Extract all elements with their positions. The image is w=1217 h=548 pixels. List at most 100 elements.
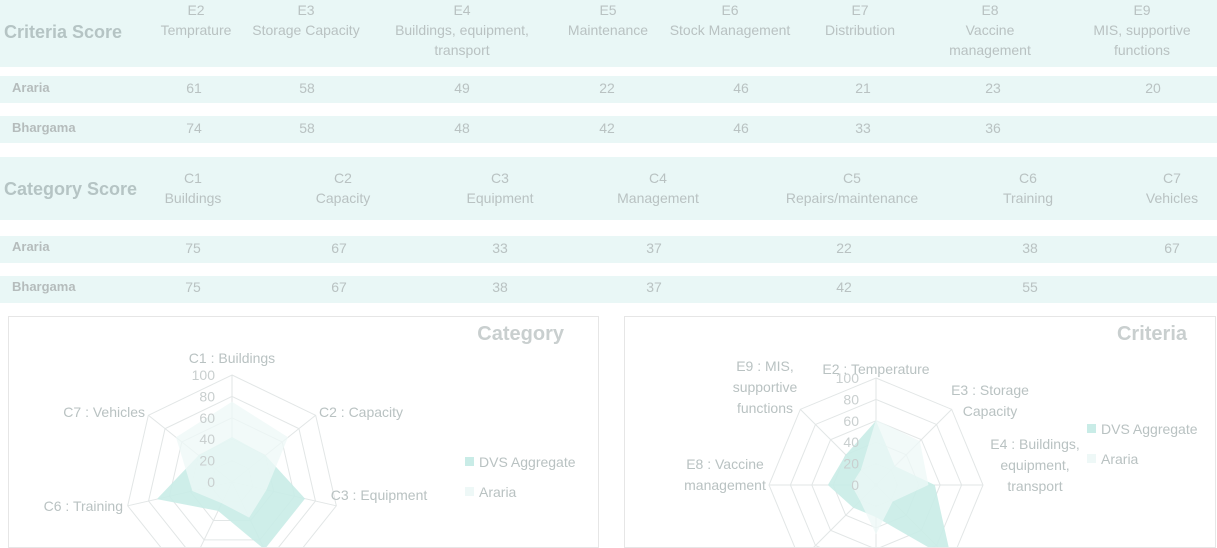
col-name: Training <box>1002 190 1054 206</box>
category-col-c1: C1 Buildings <box>153 168 233 208</box>
col-code: E5 <box>599 2 617 18</box>
category-col-c5: C5 Repairs/maintenance <box>772 168 932 208</box>
legend-swatch-dvs-aggregate <box>465 457 474 466</box>
legend-label-araria: Araria <box>479 484 517 500</box>
radar-grid-ring <box>148 395 316 547</box>
criteria-col-e6: E6 Stock Management <box>660 0 800 40</box>
radar-axis-label: C6 : Training <box>44 498 123 514</box>
criteria-col-e2: E2 Temprature <box>150 0 242 40</box>
legend-swatch-araria <box>465 487 474 496</box>
col-name: Buildings, equipment, transport <box>395 22 529 58</box>
table-cell: 61 <box>186 80 202 96</box>
col-code: E9 <box>1133 2 1151 18</box>
category-row-band-bhargama <box>0 276 1217 303</box>
table-cell: 46 <box>733 120 749 136</box>
legend-swatch-dvs-aggregate <box>1087 424 1096 433</box>
col-code: C2 <box>334 170 352 186</box>
radar-tick-label: 40 <box>199 431 215 447</box>
radar-tick-label: 60 <box>843 413 859 429</box>
col-code: C4 <box>649 170 667 186</box>
col-name: Stock Management <box>669 22 791 38</box>
col-name: Buildings <box>164 190 222 206</box>
table-cell: 58 <box>299 120 315 136</box>
radar-axis-label: C2 : Capacity <box>319 404 403 420</box>
criteria-col-e9: E9 MIS, supportive functions <box>1080 0 1204 60</box>
col-name: Distribution <box>824 22 896 38</box>
col-name: Storage Capacity <box>252 22 360 38</box>
criteria-row-band-bhargama <box>0 116 1217 143</box>
col-code: E3 <box>297 2 315 18</box>
criteria-header-band <box>0 0 1217 67</box>
col-code: E2 <box>187 2 205 18</box>
radar-series-araria <box>851 419 929 535</box>
radar-axis-label: C1 : Buildings <box>189 350 275 366</box>
table-cell: 67 <box>331 279 347 295</box>
criteria-score-title: Criteria Score <box>4 22 123 42</box>
radar-grid-ring <box>768 377 984 547</box>
radar-axis-label: E2 : Temperature <box>822 361 929 377</box>
criteria-col-e4: E4 Buildings, equipment, transport <box>380 0 544 60</box>
category-row-band-araria <box>0 236 1217 263</box>
category-row-label-araria: Araria <box>12 239 50 254</box>
col-name: Equipment <box>466 190 534 206</box>
radar-series-araria <box>175 401 289 518</box>
category-col-c4: C4 Management <box>603 168 713 208</box>
radar-tick-label: 60 <box>199 410 215 426</box>
table-cell: 33 <box>492 240 508 256</box>
radar-tick-label: 20 <box>843 456 859 472</box>
legend-label-dvs-aggregate: DVS Aggregate <box>1101 421 1198 437</box>
col-name: Management <box>617 190 699 206</box>
table-cell: 74 <box>186 120 202 136</box>
table-cell: 42 <box>599 120 615 136</box>
col-code: E7 <box>851 2 869 18</box>
col-name: Repairs/maintenance <box>785 190 919 206</box>
criteria-chart-title: Criteria <box>1116 323 1187 345</box>
radar-tick-label: 0 <box>207 474 215 490</box>
col-code: E6 <box>721 2 739 18</box>
col-code: E8 <box>981 2 999 18</box>
table-cell: 55 <box>1022 279 1038 295</box>
col-name: Maintenance <box>567 22 649 38</box>
category-chart-title: Category <box>477 323 564 345</box>
criteria-col-e7: E7 Distribution <box>810 0 910 40</box>
category-chart-panel: Category 0 20 40 60 80 100 C1 : Buildings C2 : … <box>8 316 599 548</box>
radar-tick-label: 40 <box>843 434 859 450</box>
col-code: C3 <box>491 170 509 186</box>
category-col-c7: C7 Vehicles <box>1132 168 1212 208</box>
radar-axis-label: E9 : MIS, supportive functions <box>733 358 798 416</box>
category-header-band <box>0 157 1217 220</box>
radar-axis-label: E4 : Buildings, equipment, transport <box>990 436 1080 494</box>
table-cell: 46 <box>733 80 749 96</box>
table-cell: 48 <box>454 120 470 136</box>
table-cell: 67 <box>331 240 347 256</box>
table-cell: 42 <box>836 279 852 295</box>
criteria-row-label-bhargama: Bhargama <box>12 120 76 135</box>
category-col-c2: C2 Capacity <box>298 168 388 208</box>
category-row-label-bhargama: Bhargama <box>12 279 76 294</box>
table-cell: 75 <box>185 240 201 256</box>
col-code: C7 <box>1163 170 1181 186</box>
radar-grid-ring <box>127 374 337 547</box>
radar-tick-label: 20 <box>199 453 215 469</box>
table-cell: 37 <box>646 240 662 256</box>
table-cell: 38 <box>492 279 508 295</box>
col-code: E4 <box>453 2 471 18</box>
radar-tick-label: 100 <box>192 367 216 383</box>
table-cell: 58 <box>299 80 315 96</box>
table-cell: 22 <box>599 80 615 96</box>
category-score-title: Category Score <box>4 179 138 199</box>
category-col-c3: C3 Equipment <box>450 168 550 208</box>
legend-label-dvs-aggregate: DVS Aggregate <box>479 454 576 470</box>
legend-label-araria: Araria <box>1101 451 1139 467</box>
radar-tick-label: 80 <box>199 388 215 404</box>
col-name: Vaccine management <box>949 22 1031 58</box>
radar-tick-label: 80 <box>843 391 859 407</box>
table-cell: 36 <box>985 120 1001 136</box>
criteria-row-label-araria: Araria <box>12 80 50 95</box>
table-cell: 67 <box>1164 240 1180 256</box>
table-cell: 37 <box>646 279 662 295</box>
table-cell: 49 <box>454 80 470 96</box>
table-cell: 23 <box>985 80 1001 96</box>
table-cell: 33 <box>855 120 871 136</box>
